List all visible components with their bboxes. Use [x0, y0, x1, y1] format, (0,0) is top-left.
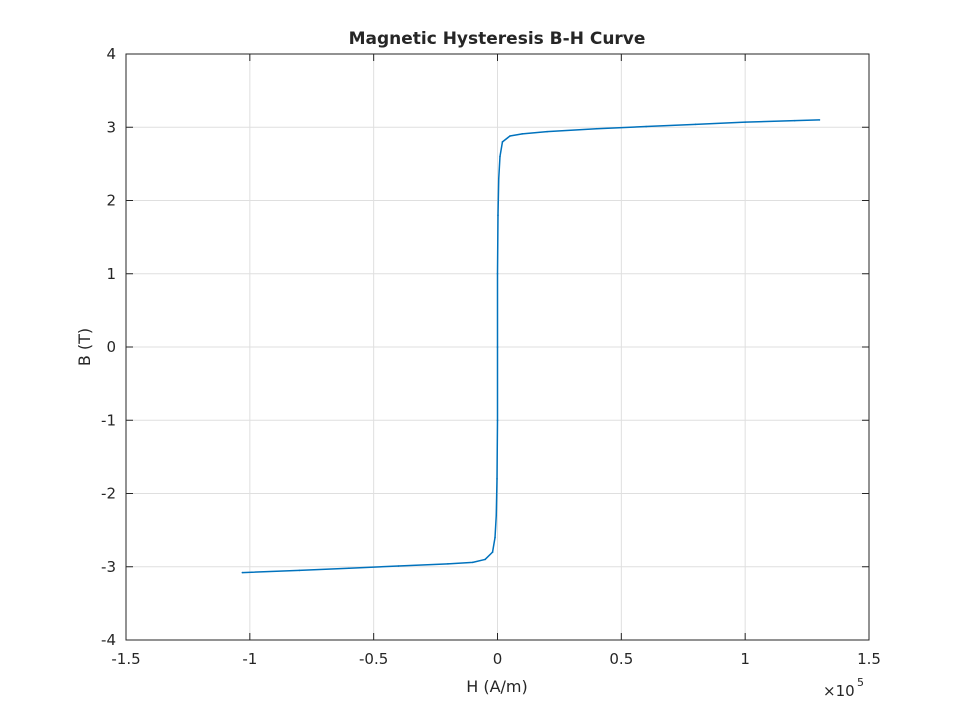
x-tick-label: -1.5: [111, 650, 140, 668]
data-point: [496, 478, 498, 480]
data-point: [298, 569, 301, 572]
data-point: [494, 536, 496, 539]
y-tick-label: 2: [106, 192, 116, 210]
x-tick-label: -0.5: [359, 650, 388, 668]
x-tick-label: -1: [242, 650, 257, 668]
data-point: [497, 177, 500, 180]
data-point: [595, 127, 598, 130]
data-point: [496, 419, 499, 422]
data-point: [546, 130, 548, 133]
y-tick-label: 0: [106, 338, 116, 356]
x-axis-label: H (A/m): [466, 677, 528, 696]
data-point: [471, 561, 474, 564]
x-tick-label: 0: [493, 650, 503, 668]
data-point: [645, 125, 647, 128]
y-axis-label: B (T): [75, 328, 94, 366]
x-exponent-base: ×10: [823, 682, 855, 700]
data-point: [241, 571, 244, 574]
x-exponent-power: 5: [857, 676, 864, 689]
x-tick-label: 0.5: [609, 650, 633, 668]
chart-title: Magnetic Hysteresis B-H Curve: [349, 29, 646, 49]
y-tick-label: -3: [101, 558, 116, 576]
data-point: [484, 558, 486, 561]
data-point: [501, 141, 504, 143]
data-point: [793, 119, 796, 122]
ticks: [125, 53, 870, 641]
data-point: [694, 123, 697, 126]
data-point: [497, 214, 499, 216]
series-group: [241, 119, 821, 574]
data-point: [491, 551, 494, 553]
x-tick-label: 1.5: [857, 650, 881, 668]
x-tick-label: 1: [740, 650, 750, 668]
data-point: [818, 119, 821, 121]
data-point: [447, 563, 449, 565]
data-point: [744, 121, 746, 123]
data-point: [495, 514, 498, 517]
data-point: [509, 135, 511, 137]
y-tick-label: 1: [106, 265, 116, 283]
y-tick-label: -4: [101, 631, 116, 649]
data-point: [499, 155, 501, 158]
y-tick-label: -2: [101, 485, 116, 503]
tick-labels: -1.5 -1 -0.5 0 0.5 1 1.5 -4 -3 -2 -1 0 1 2 3 4: [101, 45, 881, 668]
data-point: [348, 567, 350, 570]
data-point: [496, 346, 499, 348]
data-point: [496, 272, 499, 275]
y-tick-label: 4: [106, 45, 116, 63]
data-point: [521, 133, 524, 135]
y-tick-label: -1: [101, 411, 116, 429]
data-point: [397, 565, 400, 567]
y-tick-label: 3: [106, 118, 116, 136]
